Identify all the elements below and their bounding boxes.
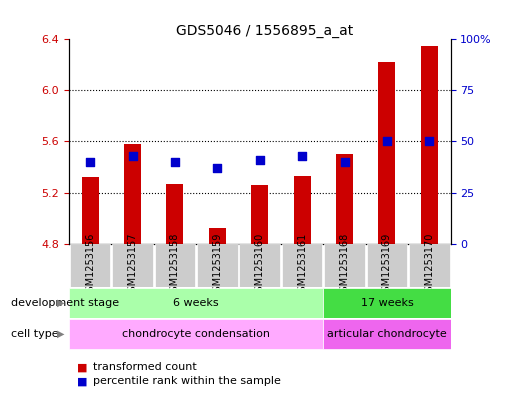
Point <box>255 157 264 163</box>
Bar <box>82 177 99 244</box>
Text: 17 weeks: 17 weeks <box>360 298 413 308</box>
FancyBboxPatch shape <box>112 244 153 287</box>
Text: development stage: development stage <box>11 298 119 308</box>
Text: GDS5046 / 1556895_a_at: GDS5046 / 1556895_a_at <box>176 24 354 38</box>
Text: GSM1253158: GSM1253158 <box>170 233 180 298</box>
Bar <box>421 46 438 244</box>
FancyBboxPatch shape <box>323 319 450 349</box>
Point <box>298 152 306 159</box>
FancyBboxPatch shape <box>69 319 323 349</box>
Point <box>340 159 349 165</box>
Text: 6 weeks: 6 weeks <box>173 298 219 308</box>
Text: transformed count: transformed count <box>93 362 197 373</box>
Bar <box>166 184 183 244</box>
Bar <box>251 185 268 244</box>
Point <box>213 165 222 171</box>
Text: articular chondrocyte: articular chondrocyte <box>327 329 447 339</box>
Text: ▶: ▶ <box>57 329 65 339</box>
Text: chondrocyte condensation: chondrocyte condensation <box>122 329 270 339</box>
FancyBboxPatch shape <box>323 288 450 318</box>
Text: GSM1253160: GSM1253160 <box>255 233 264 298</box>
Point <box>383 138 391 145</box>
FancyBboxPatch shape <box>197 244 237 287</box>
FancyBboxPatch shape <box>367 244 407 287</box>
Point <box>128 152 137 159</box>
Text: GSM1253156: GSM1253156 <box>85 233 95 298</box>
Bar <box>294 176 311 244</box>
FancyBboxPatch shape <box>155 244 195 287</box>
Text: percentile rank within the sample: percentile rank within the sample <box>93 376 280 386</box>
Text: GSM1253170: GSM1253170 <box>425 233 434 298</box>
Text: ■: ■ <box>77 376 87 386</box>
FancyBboxPatch shape <box>324 244 365 287</box>
Text: GSM1253169: GSM1253169 <box>382 233 392 298</box>
Text: GSM1253168: GSM1253168 <box>340 233 349 298</box>
Point <box>171 159 179 165</box>
Text: ▶: ▶ <box>57 298 65 308</box>
FancyBboxPatch shape <box>409 244 449 287</box>
FancyBboxPatch shape <box>282 244 322 287</box>
FancyBboxPatch shape <box>240 244 280 287</box>
Text: GSM1253161: GSM1253161 <box>297 233 307 298</box>
FancyBboxPatch shape <box>70 244 110 287</box>
Bar <box>209 228 226 244</box>
Bar <box>378 62 395 244</box>
Text: cell type: cell type <box>11 329 58 339</box>
Text: ■: ■ <box>77 362 87 373</box>
Text: GSM1253157: GSM1253157 <box>128 233 137 298</box>
FancyBboxPatch shape <box>69 288 323 318</box>
Point <box>425 138 434 145</box>
Bar <box>124 144 141 244</box>
Bar <box>336 154 353 244</box>
Text: GSM1253159: GSM1253159 <box>213 233 222 298</box>
Point <box>86 159 94 165</box>
